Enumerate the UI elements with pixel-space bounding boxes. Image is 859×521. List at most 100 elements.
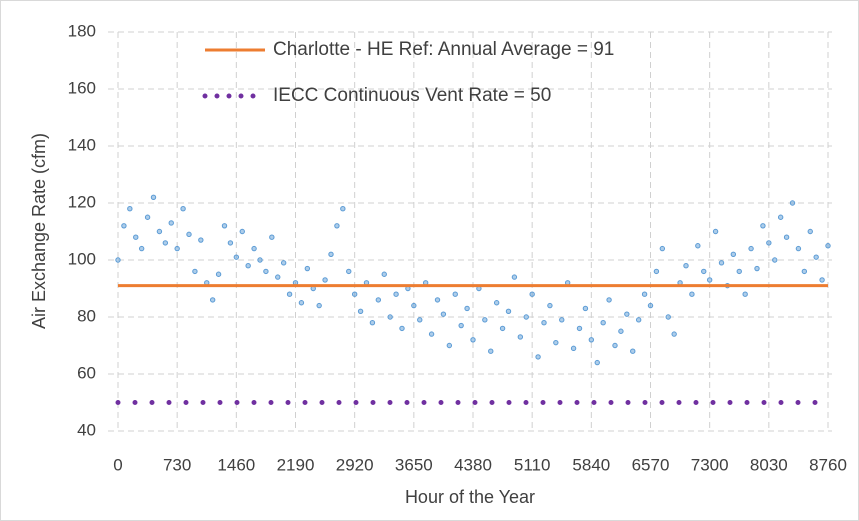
scatter-point [795, 245, 802, 252]
scatter-point [695, 243, 701, 249]
scatter-point [706, 277, 713, 283]
x-tick-label: 5110 [514, 455, 551, 474]
scatter-point [127, 206, 133, 212]
y-tick-label: 100 [68, 249, 96, 268]
scatter-point [659, 245, 666, 252]
scatter-point [772, 257, 778, 263]
scatter-point [215, 271, 222, 277]
scatter-point [742, 291, 748, 297]
scatter-point [280, 260, 287, 266]
scatter-point [304, 265, 311, 272]
scatter-point [245, 263, 251, 269]
x-tick-label: 8760 [809, 455, 847, 474]
y-tick-label: 140 [68, 135, 96, 154]
scatter-point [588, 337, 595, 343]
scatter-point [671, 331, 677, 337]
scatter-point [635, 317, 642, 323]
scatter-point [641, 291, 648, 297]
x-tick-label: 0 [113, 455, 122, 474]
scatter-point [600, 320, 606, 326]
scatter-point [606, 297, 612, 303]
x-tick-label: 5840 [572, 455, 610, 474]
scatter-point [340, 206, 346, 212]
scatter-point [547, 302, 553, 309]
scatter-point [801, 268, 808, 275]
scatter-point [730, 251, 737, 258]
scatter-point [777, 214, 784, 220]
scatter-point [263, 268, 269, 275]
legend-label: IECC Continuous Vent Rate = 50 [273, 85, 551, 106]
scatter-point [807, 228, 813, 235]
y-axis-title: Air Exchange Rate (cfm) [29, 133, 49, 329]
scatter-point [180, 206, 186, 212]
scatter-point [559, 317, 565, 323]
scatter-point [789, 200, 796, 206]
scatter-point [144, 214, 151, 220]
scatter-point [162, 240, 169, 246]
scatter-point [393, 291, 399, 297]
scatter-point [375, 297, 382, 303]
scatter-point [174, 245, 180, 252]
scatter-point [594, 359, 600, 366]
scatter-point [499, 325, 506, 332]
scatter-point [227, 240, 234, 246]
scatter-point [387, 314, 393, 320]
scatter-point [186, 231, 192, 238]
scatter-point [535, 354, 541, 360]
scatter-point [766, 240, 772, 246]
scatter-point [488, 348, 494, 354]
scatter-point [121, 223, 127, 229]
scatter-point [553, 339, 559, 346]
scatter-point [653, 268, 660, 275]
scatter-point [541, 320, 547, 326]
scatter-point [452, 291, 458, 297]
scatter-point [618, 328, 624, 334]
scatter-point [192, 268, 198, 275]
x-tick-label: 2190 [277, 455, 315, 474]
scatter-point [576, 325, 583, 332]
scatter-point [198, 237, 204, 243]
scatter-point [275, 274, 281, 280]
scatter-point [417, 317, 423, 323]
scatter-point [718, 260, 725, 266]
scatter-point [428, 331, 435, 337]
scatter-point [529, 291, 535, 297]
scatter-point [156, 228, 163, 235]
scatter-point [168, 220, 174, 226]
scatter-point [701, 268, 707, 275]
scatter-point [446, 342, 453, 349]
scatter-point [346, 268, 352, 275]
scatter-point [115, 257, 121, 263]
scatter-point [257, 257, 263, 263]
scatter-point [464, 305, 470, 312]
scatter-point [458, 322, 464, 329]
scatter-point [138, 245, 145, 252]
scatter-point [334, 223, 340, 229]
scatter-point [523, 314, 529, 320]
scatter-point [748, 245, 754, 252]
scatter-point [624, 311, 630, 317]
scatter-point [570, 345, 577, 352]
scatter-point [511, 274, 518, 280]
y-tick-label: 60 [77, 363, 96, 382]
scatter-point [316, 302, 322, 309]
scatter-point [133, 234, 139, 240]
scatter-point [712, 228, 719, 235]
scatter-point [470, 337, 476, 343]
x-tick-label: 730 [163, 455, 191, 474]
scatter-point [582, 305, 589, 312]
scatter-point [209, 297, 216, 303]
scatter-point [357, 308, 364, 314]
scatter-point [351, 291, 358, 297]
x-tick-label: 7300 [691, 455, 729, 474]
scatter-point [298, 300, 305, 306]
scatter-point [505, 308, 512, 314]
scatter-point [233, 254, 240, 260]
scatter-point [286, 291, 293, 297]
legend-label: Charlotte - HE Ref: Annual Average = 91 [273, 39, 614, 60]
scatter-point [369, 320, 376, 326]
scatter-point [440, 311, 447, 317]
scatter-point [736, 268, 742, 275]
scatter-point [434, 297, 441, 303]
scatter-point [239, 228, 245, 235]
